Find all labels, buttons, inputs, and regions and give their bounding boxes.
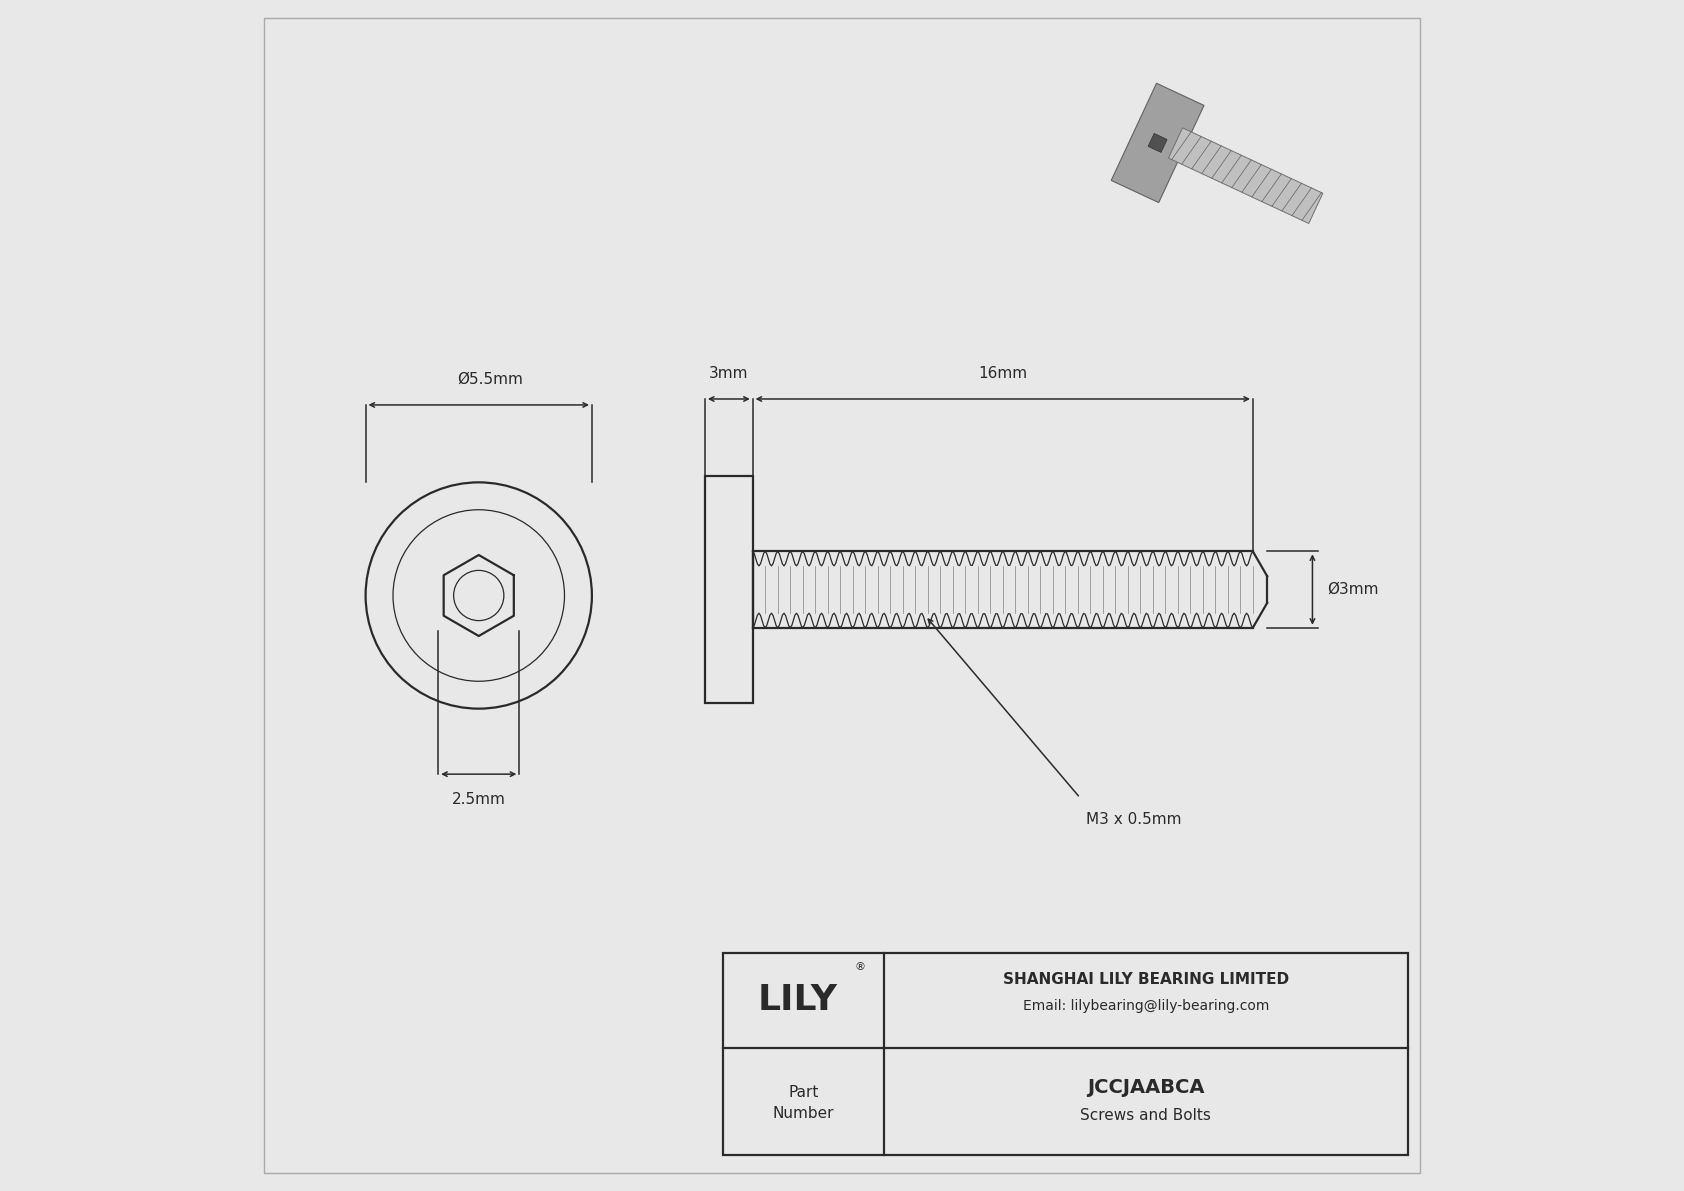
Text: M3 x 0.5mm: M3 x 0.5mm [1086, 812, 1182, 828]
Text: 16mm: 16mm [978, 366, 1027, 381]
Text: Ø5.5mm: Ø5.5mm [458, 372, 524, 387]
Polygon shape [1148, 133, 1167, 152]
Text: 2.5mm: 2.5mm [451, 792, 505, 807]
Text: LILY: LILY [758, 984, 837, 1017]
Text: 3mm: 3mm [709, 366, 749, 381]
Text: Ø3mm: Ø3mm [1327, 582, 1378, 597]
Text: SHANGHAI LILY BEARING LIMITED: SHANGHAI LILY BEARING LIMITED [1002, 972, 1288, 986]
Text: Email: lilybearing@lily-bearing.com: Email: lilybearing@lily-bearing.com [1022, 999, 1268, 1014]
Text: JCCJAABCA: JCCJAABCA [1086, 1078, 1204, 1097]
Polygon shape [1169, 127, 1324, 224]
Text: ®: ® [854, 962, 866, 972]
Polygon shape [1111, 83, 1204, 202]
Text: Number: Number [773, 1106, 834, 1121]
Text: Screws and Bolts: Screws and Bolts [1079, 1109, 1211, 1123]
Text: Part: Part [788, 1085, 818, 1099]
